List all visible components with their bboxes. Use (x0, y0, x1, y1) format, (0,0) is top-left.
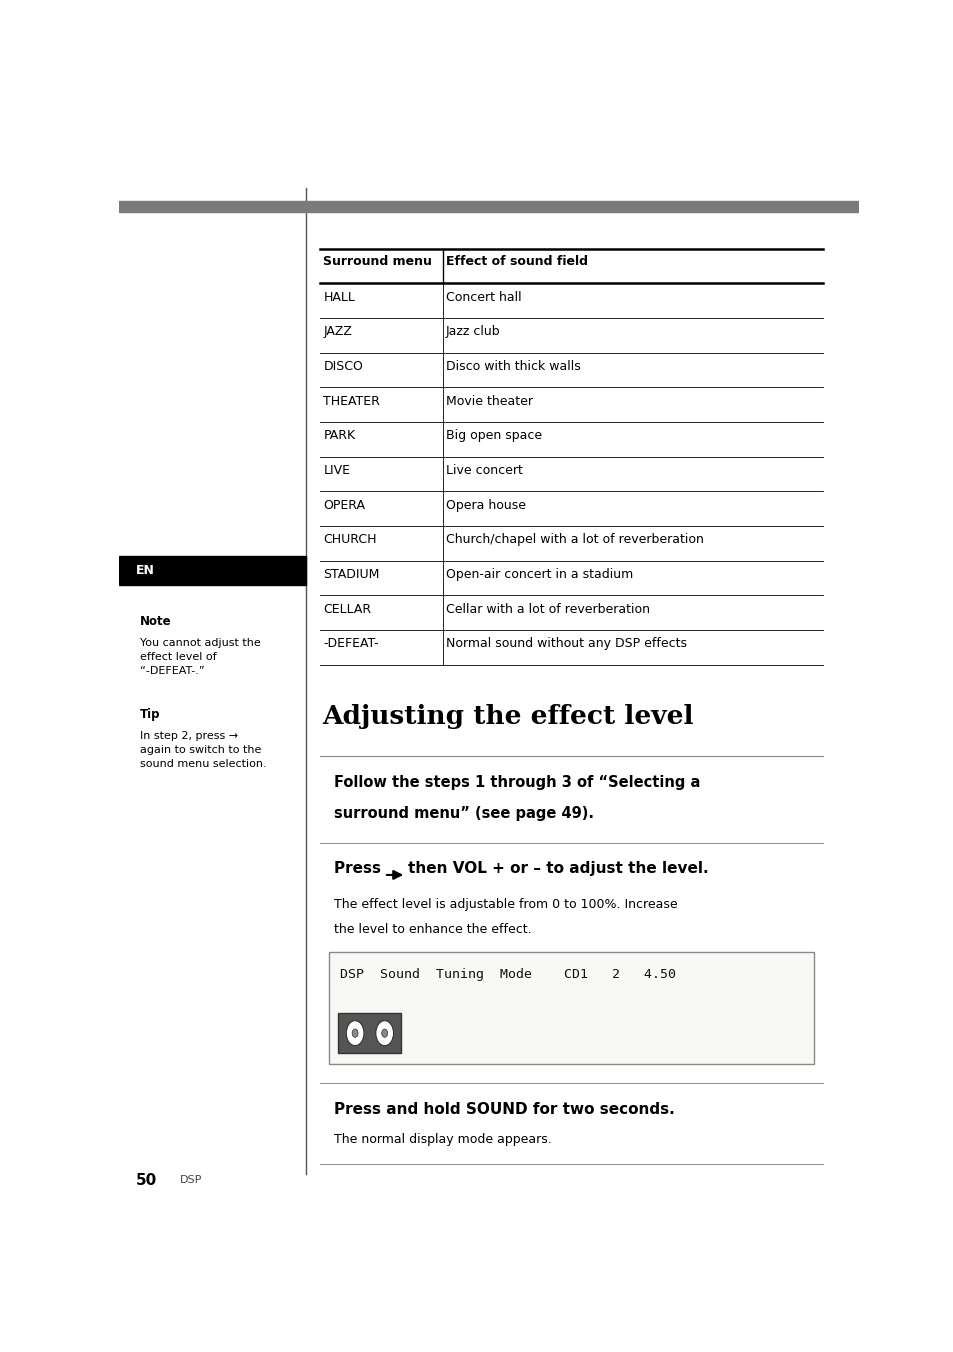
Text: surround menu” (see page 49).: surround menu” (see page 49). (334, 806, 593, 821)
Text: In step 2, press →
again to switch to the
sound menu selection.: In step 2, press → again to switch to th… (140, 730, 266, 769)
Text: STADIUM: STADIUM (323, 568, 379, 581)
Text: Tip: Tip (140, 707, 160, 721)
Text: Cellar with a lot of reverberation: Cellar with a lot of reverberation (446, 603, 649, 615)
Text: Effect of sound field: Effect of sound field (446, 256, 587, 268)
Text: CHURCH: CHURCH (323, 533, 376, 546)
Text: THEATER: THEATER (323, 395, 380, 407)
Circle shape (375, 1021, 394, 1045)
Text: JAZZ: JAZZ (323, 326, 352, 338)
Bar (119, 200, 858, 211)
Text: DISCO: DISCO (323, 360, 363, 373)
Text: Jazz club: Jazz club (446, 326, 500, 338)
Text: Surround menu: Surround menu (323, 256, 432, 268)
Circle shape (346, 1021, 364, 1045)
Text: DSP  Sound  Tuning  Mode    CD1   2   4.50: DSP Sound Tuning Mode CD1 2 4.50 (340, 968, 676, 980)
Text: EN: EN (135, 564, 154, 577)
Bar (329, 952, 813, 1064)
Text: Press: Press (334, 861, 386, 876)
Text: Note: Note (140, 615, 172, 629)
Circle shape (381, 1029, 387, 1037)
Text: LIVE: LIVE (323, 464, 350, 477)
Text: Adjusting the effect level: Adjusting the effect level (321, 704, 693, 729)
Text: Movie theater: Movie theater (446, 395, 533, 407)
Text: You cannot adjust the
effect level of
“-DEFEAT-.”: You cannot adjust the effect level of “-… (140, 638, 260, 676)
Bar (119, 556, 305, 585)
Text: CELLAR: CELLAR (323, 603, 371, 615)
Text: Press and hold SOUND for two seconds.: Press and hold SOUND for two seconds. (334, 1102, 674, 1117)
Text: Concert hall: Concert hall (446, 291, 521, 304)
Circle shape (352, 1029, 357, 1037)
Text: OPERA: OPERA (323, 499, 365, 511)
Text: The normal display mode appears.: The normal display mode appears. (334, 1133, 551, 1146)
Text: Live concert: Live concert (446, 464, 522, 477)
Text: 50: 50 (135, 1174, 156, 1188)
Text: Church/chapel with a lot of reverberation: Church/chapel with a lot of reverberatio… (446, 533, 703, 546)
Text: Follow the steps 1 through 3 of “Selecting a: Follow the steps 1 through 3 of “Selecti… (334, 775, 700, 790)
Text: Open-air concert in a stadium: Open-air concert in a stadium (446, 568, 633, 581)
Text: Normal sound without any DSP effects: Normal sound without any DSP effects (446, 637, 686, 650)
Text: Big open space: Big open space (446, 430, 541, 442)
Text: then VOL + or – to adjust the level.: then VOL + or – to adjust the level. (407, 861, 707, 876)
Text: -DEFEAT-: -DEFEAT- (323, 637, 378, 650)
Text: The effect level is adjustable from 0 to 100%. Increase: The effect level is adjustable from 0 to… (334, 898, 677, 911)
Bar (338, 1014, 401, 1053)
Text: the level to enhance the effect.: the level to enhance the effect. (334, 923, 531, 936)
Text: HALL: HALL (323, 291, 355, 304)
Text: Opera house: Opera house (446, 499, 525, 511)
Text: DSP: DSP (180, 1175, 202, 1186)
Text: PARK: PARK (323, 430, 355, 442)
Text: Disco with thick walls: Disco with thick walls (446, 360, 580, 373)
